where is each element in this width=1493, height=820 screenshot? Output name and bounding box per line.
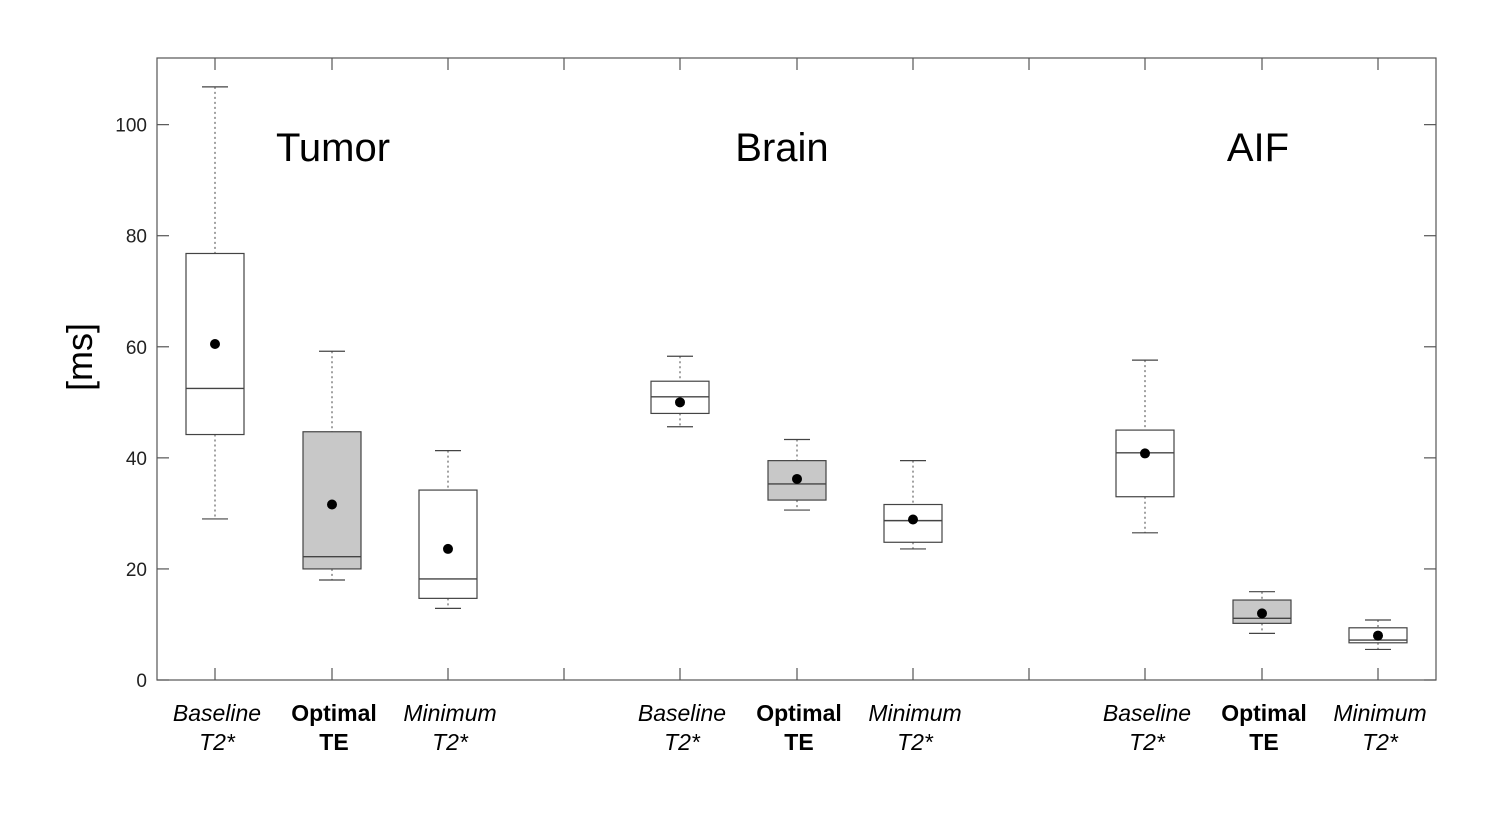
aif-baseline-label-line2: T2* — [1129, 729, 1166, 755]
aif-baseline-mean-dot — [1140, 448, 1150, 459]
y-tick-label-80: 80 — [126, 227, 147, 248]
tumor-minimum-label-line2: T2* — [432, 729, 469, 755]
brain-baseline-mean-dot — [675, 397, 685, 408]
y-tick-label-40: 40 — [126, 449, 147, 470]
brain-optimal-label-line1: Optimal — [756, 700, 842, 726]
tumor-baseline-label-line2: T2* — [199, 729, 236, 755]
brain-baseline-label-line1: Baseline — [638, 700, 726, 726]
aif-baseline-label-line1: Baseline — [1103, 700, 1191, 726]
tumor-baseline-mean-dot — [210, 339, 220, 350]
brain-optimal-mean-dot — [792, 473, 802, 484]
aif-optimal-mean-dot — [1257, 608, 1267, 619]
y-tick-label-60: 60 — [126, 338, 147, 359]
group-label-tumor: Tumor — [276, 126, 390, 170]
y-axis-label: [ms] — [59, 323, 100, 391]
aif-minimum-label-line2: T2* — [1362, 729, 1399, 755]
aif-optimal-label-line1: Optimal — [1221, 700, 1307, 726]
group-label-aif: AIF — [1227, 126, 1289, 170]
brain-baseline-label-line2: T2* — [664, 729, 701, 755]
aif-minimum-label-line1: Minimum — [1333, 700, 1426, 726]
tumor-baseline-label-line1: Baseline — [173, 700, 261, 726]
aif-baseline-box — [1115, 429, 1175, 498]
aif-minimum-mean-dot — [1373, 630, 1383, 641]
tumor-optimal-mean-dot — [327, 499, 337, 510]
tumor-optimal-label-line1: Optimal — [291, 700, 377, 726]
tumor-minimum-label-line1: Minimum — [403, 700, 496, 726]
brain-optimal-label-line2: TE — [784, 729, 813, 755]
brain-minimum-label-line2: T2* — [897, 729, 934, 755]
aif-optimal-label-line2: TE — [1249, 729, 1278, 755]
brain-minimum-label-line1: Minimum — [868, 700, 961, 726]
y-tick-label-0: 0 — [136, 671, 147, 692]
y-tick-label-100: 100 — [115, 116, 147, 137]
y-tick-label-20: 20 — [126, 560, 147, 581]
tumor-minimum-mean-dot — [443, 543, 453, 554]
group-label-brain: Brain — [735, 126, 828, 170]
plot-area: 0 20 40 60 80 100 [ms] Tumor Baseline T2* Optimal T… — [59, 57, 1437, 755]
brain-minimum-mean-dot — [908, 514, 918, 525]
tumor-optimal-label-line2: TE — [319, 729, 348, 755]
